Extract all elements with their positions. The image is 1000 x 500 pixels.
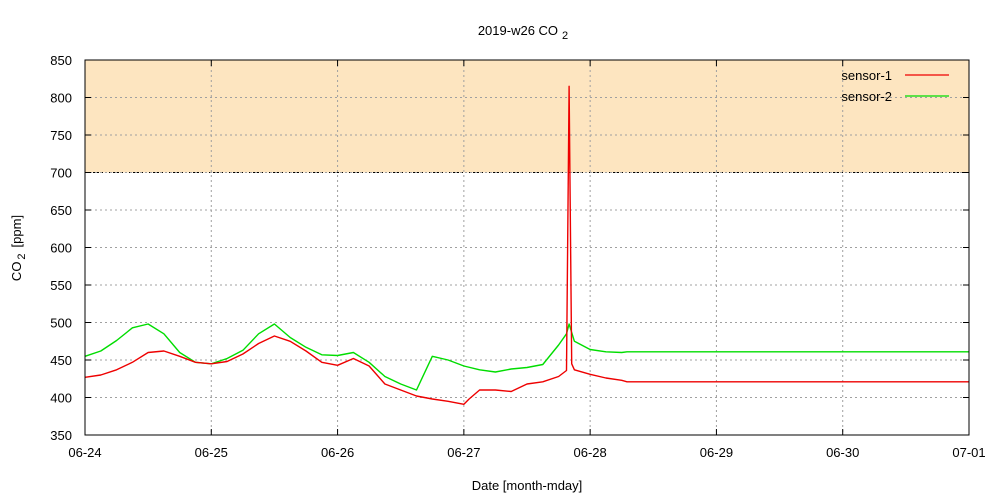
x-tick-label: 06-28	[574, 445, 607, 460]
series-line-sensor-1	[84, 85, 969, 405]
y-tick-label: 550	[50, 278, 72, 293]
x-tick-label: 06-26	[321, 445, 354, 460]
chart-title: 2019-w26 CO 2	[478, 23, 568, 42]
y-tick-label: 800	[50, 91, 72, 106]
x-tick-label: 07-01	[952, 445, 985, 460]
x-tick-label: 06-25	[195, 445, 228, 460]
threshold-band	[85, 60, 969, 173]
y-tick-label: 450	[50, 353, 72, 368]
x-tick-label: 06-29	[700, 445, 733, 460]
x-tick-label: 06-24	[68, 445, 101, 460]
y-tick-label: 850	[50, 53, 72, 68]
legend-label: sensor-2	[841, 89, 892, 104]
y-tick-label: 700	[50, 166, 72, 181]
y-tick-label: 750	[50, 128, 72, 143]
series-line-sensor-2	[84, 323, 969, 391]
y-tick-label: 600	[50, 241, 72, 256]
y-tick-label: 400	[50, 391, 72, 406]
legend-label: sensor-1	[841, 68, 892, 83]
y-axis-title: CO2[ppm]	[9, 215, 28, 281]
legend: sensor-1 sensor-2	[841, 68, 949, 104]
grid-layer	[85, 60, 969, 435]
x-tick-label: 06-27	[447, 445, 480, 460]
y-axis-ticks: 350 400 450 500 550 600 650 700 750 800 850	[50, 53, 969, 443]
x-axis-title: Date [month-mday]	[472, 478, 583, 493]
y-tick-label: 500	[50, 316, 72, 331]
x-tick-label: 06-30	[826, 445, 859, 460]
x-axis-ticks: 06-24 06-25 06-26 06-27 06-28 06-29 06-30 07-01	[68, 60, 986, 460]
y-tick-label: 350	[50, 428, 72, 443]
y-tick-label: 650	[50, 203, 72, 218]
series-layer	[84, 85, 969, 405]
